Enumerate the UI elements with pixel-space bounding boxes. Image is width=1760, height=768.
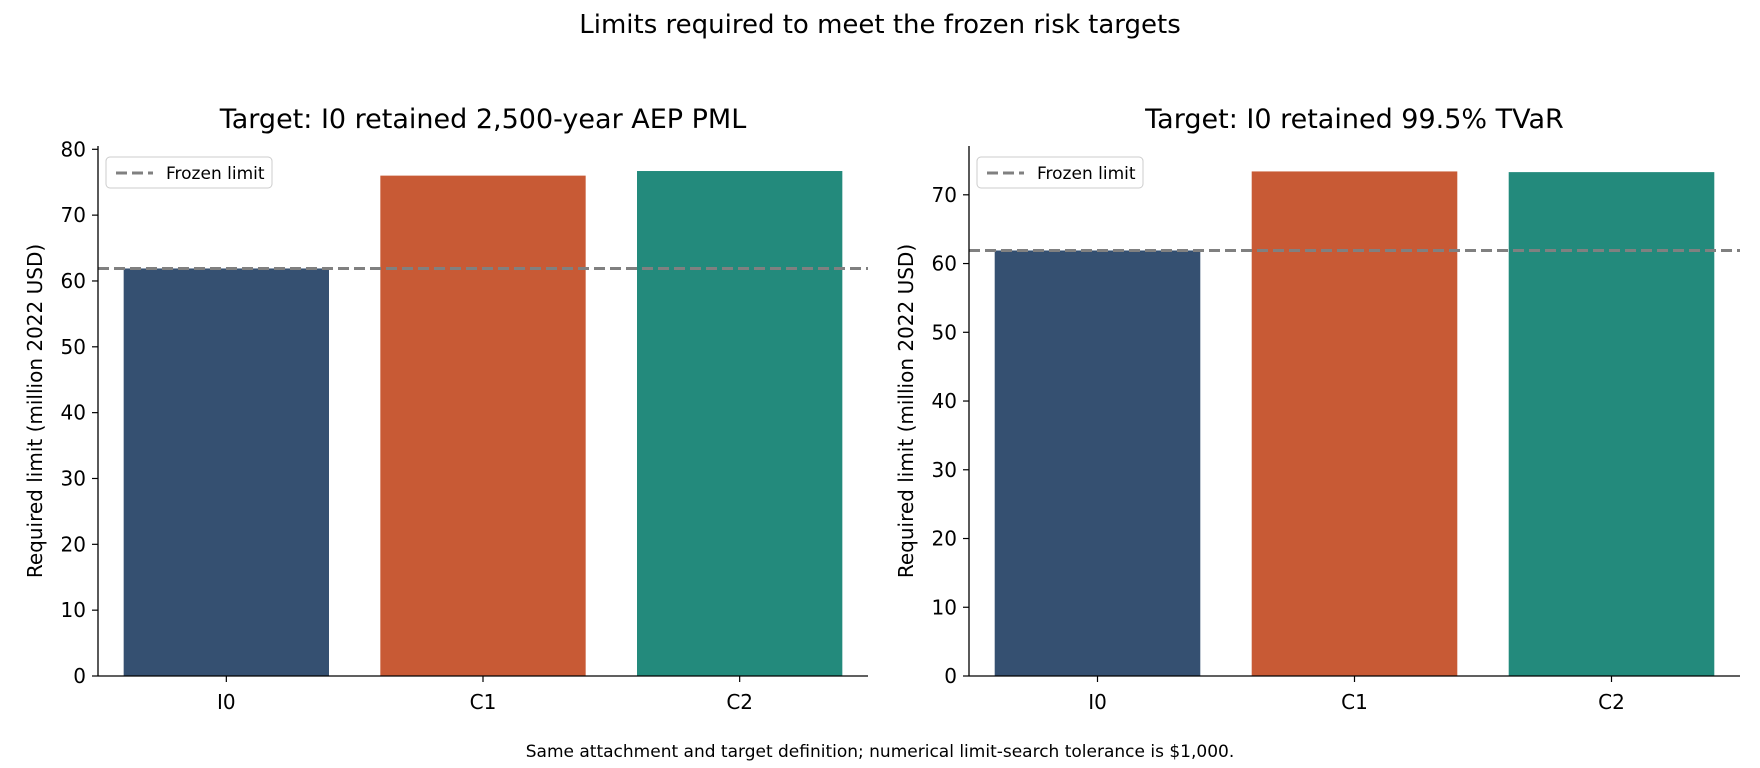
legend-label: Frozen limit <box>166 164 265 184</box>
x-tick-label: I0 <box>1088 690 1107 714</box>
y-axis-label: Required limit (million 2022 USD) <box>23 244 47 578</box>
legend-box <box>976 156 1144 189</box>
y-tick-label: 10 <box>932 595 957 619</box>
legend-box <box>105 156 273 189</box>
y-tick-label: 30 <box>61 466 86 490</box>
bar-c2 <box>637 171 843 677</box>
y-tick-label: 80 <box>61 137 86 161</box>
y-tick-label: 70 <box>61 203 86 227</box>
y-tick-label: 30 <box>932 458 957 482</box>
x-tick-label: C2 <box>726 690 753 714</box>
legend-label: Frozen limit <box>1037 164 1136 184</box>
bar-c2 <box>1508 172 1715 676</box>
y-tick-label: 0 <box>944 664 957 688</box>
y-tick-label: 50 <box>932 320 957 344</box>
x-tick-label: C1 <box>470 690 497 714</box>
bar-i0 <box>994 250 1201 676</box>
y-axis-label: Required limit (million 2022 USD) <box>894 244 918 578</box>
y-tick-label: 40 <box>932 389 957 413</box>
bar-c1 <box>380 175 586 677</box>
y-tick-label: 70 <box>932 183 957 207</box>
panel-title: Target: I0 retained 2,500-year AEP PML <box>219 104 747 135</box>
y-tick-label: 60 <box>932 252 957 276</box>
y-tick-label: 50 <box>61 335 86 359</box>
legend: Frozen limit <box>105 156 273 189</box>
x-tick-label: C2 <box>1598 690 1625 714</box>
x-tick-label: I0 <box>217 690 236 714</box>
bar-c1 <box>1251 171 1458 676</box>
y-tick-label: 0 <box>73 664 86 688</box>
chart-panel-2: I0 C1 C2 0 10 20 30 40 50 60 70 Target: I0 retained… <box>894 104 1740 714</box>
y-tick-label: 20 <box>61 532 86 556</box>
figure-title: Limits required to meet the frozen risk … <box>579 10 1181 40</box>
bar-i0 <box>123 268 330 676</box>
legend: Frozen limit <box>976 156 1144 189</box>
x-tick-label: C1 <box>1341 690 1368 714</box>
chart-panel-1: I0 C1 C2 0 10 20 30 40 50 60 70 80 Target: I0 retain… <box>23 104 868 714</box>
y-tick-label: 20 <box>932 527 957 551</box>
figure-footnote: Same attachment and target definition; n… <box>525 742 1235 762</box>
y-tick-label: 40 <box>61 401 86 425</box>
y-tick-label: 10 <box>61 598 86 622</box>
y-tick-label: 60 <box>61 269 86 293</box>
panel-title: Target: I0 retained 99.5% TVaR <box>1144 104 1564 135</box>
